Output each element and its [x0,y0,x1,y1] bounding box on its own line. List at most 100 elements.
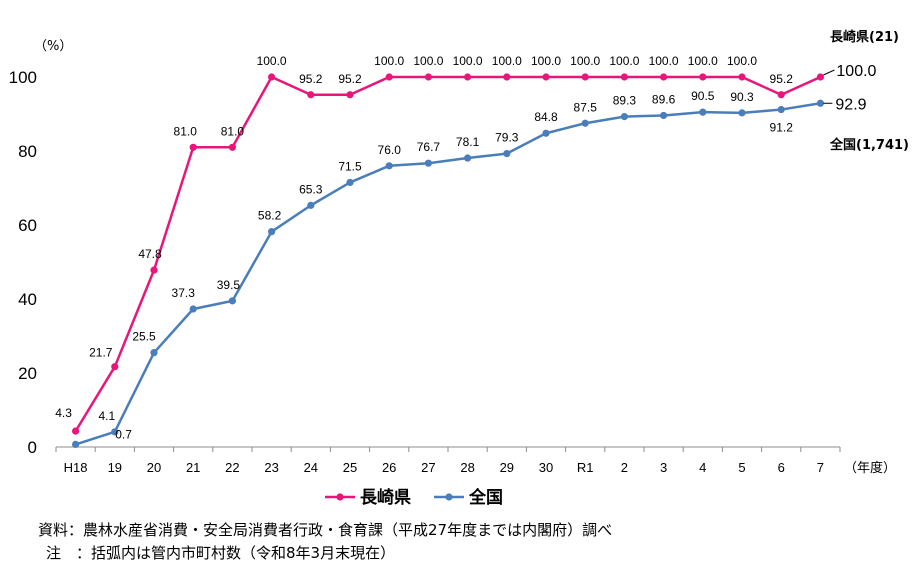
legend-label: 長崎県 [360,487,411,508]
y-tick-label: 100 [9,68,37,87]
data-point [111,428,119,436]
data-label: 65.3 [299,182,323,196]
data-point [542,73,550,81]
data-point [464,154,472,162]
data-label: 76.7 [417,140,441,154]
series-line [75,102,821,446]
y-tick-label: 40 [18,290,37,309]
data-label: 58.2 [258,209,282,223]
series-end-label: 長崎県(21) [830,29,899,45]
data-label: 100.0 [492,54,522,68]
data-label: 90.3 [730,90,754,104]
data-point [307,201,315,209]
data-label: 100.0 [374,54,404,68]
data-label: 100.0 [570,54,600,68]
data-point [660,111,668,120]
data-label: 95.2 [299,72,323,86]
data-point [620,73,629,81]
data-label: 37.3 [172,286,196,300]
y-tick-label: 60 [18,216,37,235]
data-label: 4.1 [98,409,115,423]
data-point [424,73,432,81]
data-point [660,73,668,81]
x-tick-label: 29 [500,460,514,475]
data-label: 92.9 [835,96,866,113]
series-end-label: 全国(1,741) [829,137,909,153]
data-point [307,91,315,99]
x-tick-label: 23 [264,460,278,475]
x-tick-label: 6 [778,460,785,475]
data-point [542,129,550,137]
end-label-leader [823,69,835,76]
data-label: 81.0 [174,124,198,138]
data-label: 100.0 [257,54,287,68]
data-point [464,73,472,81]
data-point [777,105,785,114]
data-point [72,440,80,449]
data-point [738,109,746,117]
data-point [699,73,707,81]
data-label: 0.7 [115,427,132,441]
legend-marker [445,493,453,501]
y-tick-label: 0 [28,438,37,457]
data-point [777,91,785,99]
x-tick-label: 30 [539,460,553,475]
x-tick-label: 20 [147,460,161,475]
data-point [346,178,354,187]
data-label: 79.3 [495,131,519,145]
data-point [346,91,354,99]
data-point [111,363,119,371]
data-label: 91.2 [770,121,794,135]
data-point [150,266,158,274]
data-label: 100.0 [453,54,483,68]
y-unit-label: （%） [34,39,72,54]
data-label: 100.0 [609,54,639,68]
legend-label: 全国 [468,487,503,508]
data-point [189,305,197,313]
legend-marker [336,493,344,501]
source-note: 資料：農林水産省消費・安全局消費者行政・食育課（平成27年度までは内閣府）調べ [38,521,613,539]
data-label: 100.0 [688,54,718,68]
x-tick-label: 7 [817,460,824,475]
data-point [738,73,746,81]
x-tick-label: 26 [382,460,396,475]
x-tick-label: R1 [577,460,594,475]
data-label: 100.0 [649,54,679,68]
data-point [385,162,393,170]
data-point [503,149,511,158]
x-tick-label: 25 [343,460,357,475]
data-point [503,73,511,81]
y-tick-label: 80 [18,142,37,161]
data-label: 4.3 [55,406,72,420]
data-point [268,73,276,81]
data-point [816,73,825,81]
data-label: 89.3 [613,94,637,108]
x-tick-label: 5 [738,460,745,475]
data-point [699,108,707,116]
data-point [385,73,393,81]
data-point [581,119,589,127]
x-tick-label: 22 [225,460,239,475]
x-tick-label: 21 [186,460,200,475]
x-unit-label: （年度） [844,460,896,476]
data-label: 90.5 [691,89,715,103]
x-tick-label: 28 [460,460,474,475]
data-label: 89.6 [652,92,676,106]
data-point [424,159,432,167]
data-point [150,349,158,357]
data-label: 21.7 [89,346,113,360]
data-label: 84.8 [534,110,558,124]
data-point [228,297,236,305]
x-tick-label: 27 [421,460,435,475]
x-tick-label: H18 [64,460,88,475]
data-label: 95.2 [338,72,362,86]
data-label: 87.5 [574,100,598,114]
chart-legend: 長崎県 全国 [325,487,503,508]
x-tick-label: 2 [621,460,628,475]
x-tick-label: 3 [660,460,667,475]
chart-series [72,73,825,449]
data-point [189,143,197,151]
data-point [228,143,236,151]
